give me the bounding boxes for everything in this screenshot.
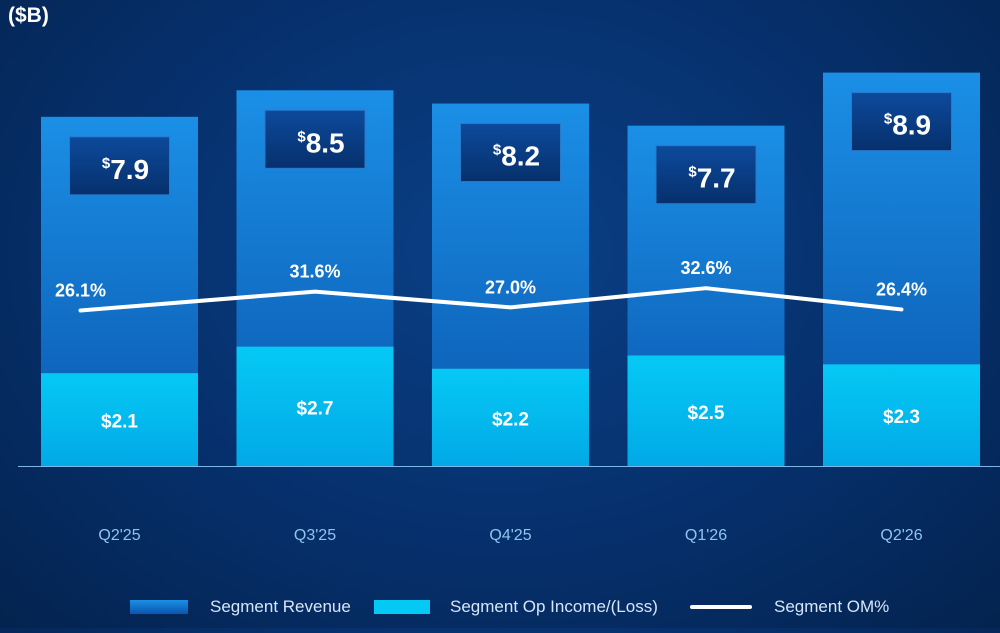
revenue-badge bbox=[460, 123, 561, 183]
legend: Segment Revenue Segment Op Income/(Loss)… bbox=[0, 594, 1000, 620]
legend-item-revenue: Segment Revenue bbox=[130, 594, 351, 620]
unit-label: ($B) bbox=[8, 4, 49, 27]
om-value-label: 26.1% bbox=[55, 280, 106, 300]
x-tick-label: Q2'26 bbox=[880, 527, 922, 544]
x-tick-label: Q4'25 bbox=[489, 527, 531, 544]
revenue-value-label: $8.9 bbox=[884, 110, 931, 141]
revenue-value-label: $7.9 bbox=[102, 154, 149, 185]
om-line bbox=[78, 286, 904, 313]
x-tick-label: Q2'25 bbox=[98, 527, 140, 544]
op-income-bar bbox=[236, 346, 394, 466]
revenue-badge bbox=[69, 136, 170, 196]
op-income-value-label: $2.7 bbox=[297, 398, 334, 419]
revenue-value-label: $8.2 bbox=[493, 141, 540, 172]
om-value-label: 27.0% bbox=[485, 277, 536, 297]
legend-swatch-op-income bbox=[374, 600, 430, 614]
legend-swatch-revenue bbox=[130, 600, 188, 614]
revenue-badge bbox=[655, 145, 757, 205]
op-income-bar bbox=[823, 364, 980, 466]
revenue-value-label: $8.5 bbox=[297, 127, 344, 158]
op-income-bar bbox=[41, 373, 198, 466]
x-tick-label: Q3'25 bbox=[294, 527, 336, 544]
revenue-value-label: $7.7 bbox=[688, 163, 735, 194]
om-value-label: 26.4% bbox=[876, 279, 927, 299]
legend-label: Segment Revenue bbox=[210, 597, 351, 616]
om-value-label: 32.6% bbox=[680, 258, 731, 278]
legend-label: Segment Op Income/(Loss) bbox=[450, 597, 658, 616]
op-income-value-label: $2.5 bbox=[688, 403, 725, 424]
legend-item-om: Segment OM% bbox=[690, 594, 889, 620]
revenue-badge bbox=[851, 92, 952, 152]
op-income-value-label: $2.1 bbox=[101, 412, 138, 433]
x-tick-label: Q1'26 bbox=[685, 527, 727, 544]
op-income-bar bbox=[627, 355, 785, 466]
legend-label: Segment OM% bbox=[774, 597, 890, 616]
revenue-badge bbox=[264, 109, 366, 169]
op-income-bar bbox=[432, 368, 589, 466]
legend-item-op-income: Segment Op Income/(Loss) bbox=[374, 594, 658, 620]
om-value-label: 31.6% bbox=[289, 262, 340, 282]
op-income-value-label: $2.2 bbox=[492, 409, 529, 430]
op-income-value-label: $2.3 bbox=[883, 407, 920, 428]
legend-swatch-om-line bbox=[690, 605, 752, 609]
